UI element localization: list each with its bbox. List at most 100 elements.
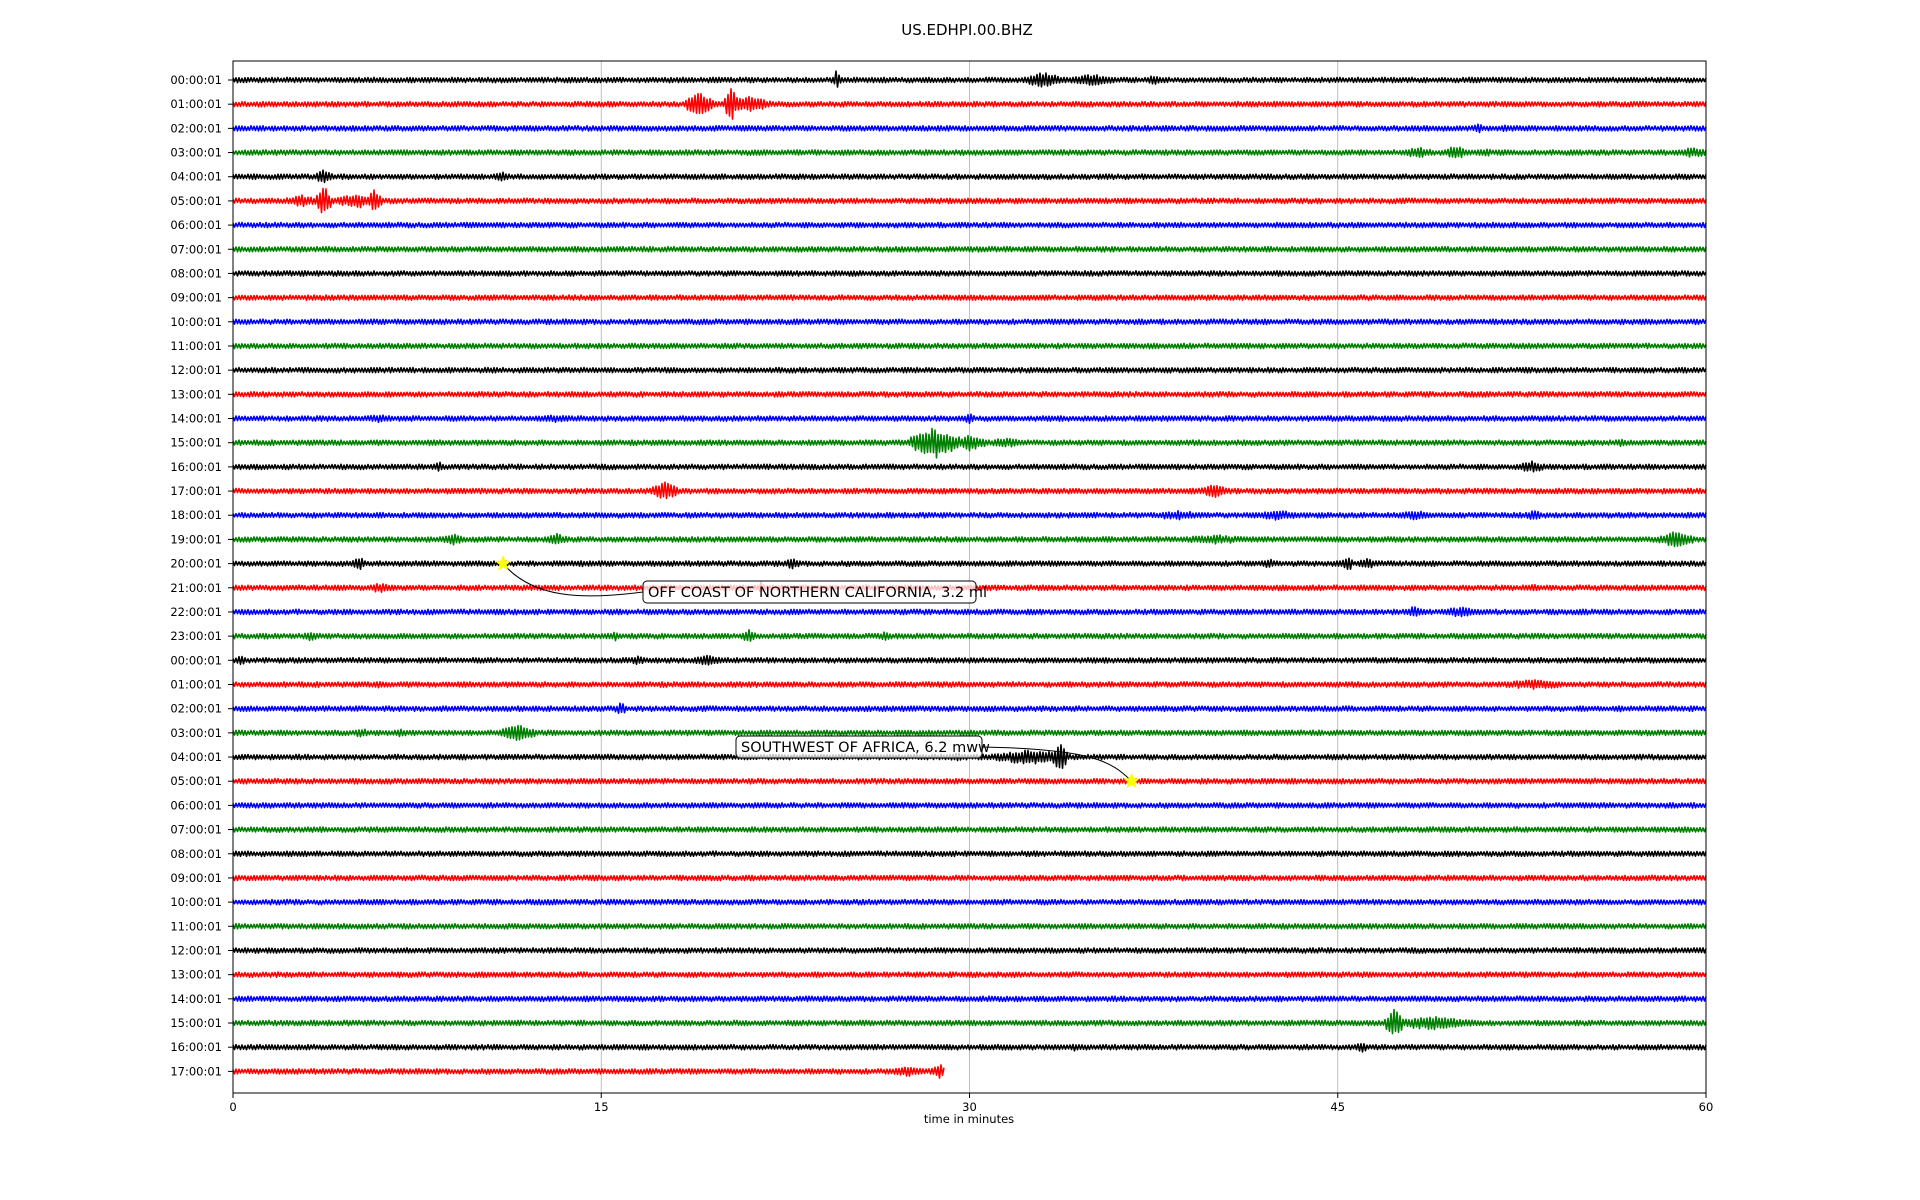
row-time-label: 06:00:01 xyxy=(170,218,222,232)
seismic-trace xyxy=(232,342,1707,350)
seismic-trace xyxy=(232,123,1707,134)
row-time-label: 05:00:01 xyxy=(170,774,222,788)
seismic-trace xyxy=(232,702,1707,715)
row-time-label: 10:00:01 xyxy=(170,315,222,329)
row-time-label: 03:00:01 xyxy=(170,146,222,160)
row-time-label: 15:00:01 xyxy=(170,436,222,450)
row-time-label: 12:00:01 xyxy=(170,363,222,377)
row-time-label: 09:00:01 xyxy=(170,871,222,885)
event-star-icon xyxy=(494,554,512,571)
row-time-label: 17:00:01 xyxy=(170,484,222,498)
x-tick-label: 0 xyxy=(229,1100,236,1114)
x-tick-label: 45 xyxy=(1330,1100,1345,1114)
seismic-trace xyxy=(232,1042,1707,1053)
seismic-trace xyxy=(232,510,1707,521)
seismic-trace xyxy=(232,87,1707,120)
seismic-trace xyxy=(232,531,1707,548)
seismic-trace xyxy=(232,724,1707,741)
row-time-label: 04:00:01 xyxy=(170,170,222,184)
seismic-trace xyxy=(232,850,1707,858)
seismic-trace xyxy=(232,318,1707,326)
row-time-label: 02:00:01 xyxy=(170,702,222,716)
x-axis-label: time in minutes xyxy=(924,1112,1014,1126)
event-label-box xyxy=(735,735,983,759)
row-time-label: 19:00:01 xyxy=(170,532,222,546)
row-time-labels: 00:00:01 01:00:01 02:00:01 03:00:01 04:00:01… xyxy=(170,73,233,1078)
seismic-trace xyxy=(232,187,1707,214)
annotation-connector xyxy=(502,563,644,597)
seismic-trace xyxy=(232,427,1707,459)
seismic-trace xyxy=(232,1008,1707,1035)
row-time-label: 07:00:01 xyxy=(170,823,222,837)
row-time-label: 13:00:01 xyxy=(170,968,222,982)
event-label-box xyxy=(642,580,977,604)
seismic-trace xyxy=(232,366,1707,374)
event-star-icon xyxy=(1123,772,1140,789)
row-time-label: 17:00:01 xyxy=(170,1064,222,1078)
row-time-label: 03:00:01 xyxy=(170,726,222,740)
seismic-trace xyxy=(232,390,1707,398)
seismic-trace xyxy=(232,777,1707,785)
seismic-trace xyxy=(232,606,1707,618)
x-tick-label: 30 xyxy=(962,1100,977,1114)
seismic-trace xyxy=(232,802,1707,809)
row-time-label: 16:00:01 xyxy=(170,460,222,474)
seismic-trace xyxy=(232,947,1707,954)
row-time-label: 06:00:01 xyxy=(170,798,222,812)
seismic-trace xyxy=(232,922,1707,930)
event-annotations: OFF COAST OF NORTHERN CALIFORNIA, 3.2 ml… xyxy=(494,554,1140,789)
row-time-label: 00:00:01 xyxy=(170,653,222,667)
seismic-trace xyxy=(232,146,1707,159)
row-time-label: 20:00:01 xyxy=(170,557,222,571)
event-label: OFF COAST OF NORTHERN CALIFORNIA, 3.2 ml xyxy=(648,585,987,601)
seismic-trace xyxy=(232,294,1707,302)
seismic-trace xyxy=(232,70,1707,88)
row-time-label: 02:00:01 xyxy=(170,121,222,135)
seismic-trace xyxy=(232,654,1707,666)
seismic-trace xyxy=(232,971,1707,979)
row-time-label: 12:00:01 xyxy=(170,943,222,957)
seismic-trace xyxy=(232,995,1707,1003)
row-time-label: 00:00:01 xyxy=(170,73,222,87)
row-time-label: 01:00:01 xyxy=(170,678,222,692)
row-time-label: 22:00:01 xyxy=(170,605,222,619)
row-time-label: 15:00:01 xyxy=(170,1016,222,1030)
row-time-label: 18:00:01 xyxy=(170,508,222,522)
row-time-label: 10:00:01 xyxy=(170,895,222,909)
seismic-trace xyxy=(232,874,1707,882)
seismic-trace xyxy=(232,221,1707,229)
seismic-trace xyxy=(232,679,1707,690)
row-time-label: 14:00:01 xyxy=(170,412,222,426)
seismic-trace xyxy=(232,270,1707,277)
vertical-gridlines xyxy=(600,61,1339,1093)
row-time-label: 14:00:01 xyxy=(170,992,222,1006)
seismic-trace xyxy=(232,557,1707,571)
row-time-label: 07:00:01 xyxy=(170,242,222,256)
seismic-trace xyxy=(232,826,1707,833)
annotation-connector xyxy=(981,746,1132,782)
x-tick-label: 15 xyxy=(594,1100,609,1114)
seismic-trace xyxy=(232,629,1707,642)
row-time-label: 11:00:01 xyxy=(170,339,222,353)
row-time-label: 01:00:01 xyxy=(170,97,222,111)
row-time-label: 09:00:01 xyxy=(170,291,222,305)
seismic-trace xyxy=(232,413,1707,425)
row-time-label: 08:00:01 xyxy=(170,266,222,280)
event-label: SOUTHWEST OF AFRICA, 6.2 mww xyxy=(741,740,990,756)
seismic-trace xyxy=(232,169,1707,184)
row-time-label: 23:00:01 xyxy=(170,629,222,643)
seismic-trace xyxy=(232,460,1707,473)
seismic-trace xyxy=(232,898,1707,906)
row-time-label: 11:00:01 xyxy=(170,919,222,933)
plot-frame xyxy=(232,60,1707,1094)
row-time-label: 21:00:01 xyxy=(170,581,222,595)
seismic-trace xyxy=(232,1064,945,1079)
row-time-label: 04:00:01 xyxy=(170,750,222,764)
row-time-label: 16:00:01 xyxy=(170,1040,222,1054)
row-time-label: 05:00:01 xyxy=(170,194,222,208)
row-time-label: 08:00:01 xyxy=(170,847,222,861)
x-tick-label: 60 xyxy=(1699,1100,1714,1114)
row-time-label: 13:00:01 xyxy=(170,387,222,401)
seismic-trace xyxy=(232,245,1707,253)
